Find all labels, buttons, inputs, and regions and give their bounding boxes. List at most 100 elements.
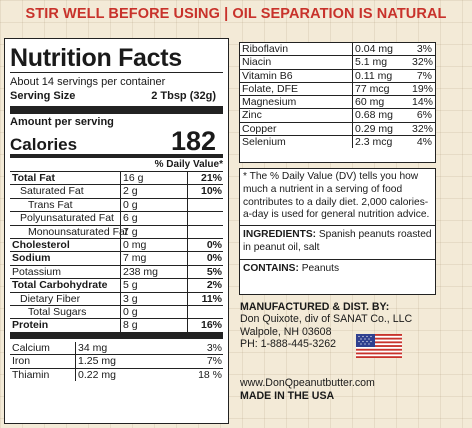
nutrient-dv: 11% bbox=[187, 292, 223, 306]
nutrient-amount: 0 g bbox=[120, 306, 157, 319]
vitamin-dv: 14% bbox=[412, 96, 434, 109]
vitamin-dv: 7% bbox=[416, 69, 432, 82]
nutrient-name: Total Carbohydrate bbox=[12, 279, 108, 292]
vitamin-dv: 3% bbox=[416, 43, 432, 55]
nutrient-dv: 16% bbox=[187, 319, 223, 332]
mineral-row: Thiamin 0.22 mg 18 % bbox=[10, 367, 223, 382]
nutrition-facts-panel: Nutrition Facts About 14 servings per co… bbox=[4, 38, 229, 424]
nutrition-facts-title: Nutrition Facts bbox=[10, 44, 182, 72]
nutrient-row: Potassium 238 mg 5% bbox=[10, 264, 223, 279]
manufacturer-info: MANUFACTURED & DIST. BY: Don Quixote, di… bbox=[240, 301, 466, 351]
vitamin-name: Selenium bbox=[242, 136, 286, 149]
nutrient-dv: 0% bbox=[187, 252, 223, 265]
nutrient-name: Dietary Fiber bbox=[20, 292, 81, 305]
vitamin-dv: 6% bbox=[416, 109, 432, 122]
nutrient-amount: 238 mg bbox=[120, 265, 158, 279]
vitamin-row: Copper 0.29 mg 32% bbox=[240, 121, 435, 136]
nutrient-row: Polyunsaturated Fat 6 g bbox=[10, 211, 223, 225]
nutrient-amount: 5 g bbox=[120, 279, 157, 292]
allergen-contains: CONTAINS: Peanuts bbox=[243, 260, 432, 276]
vitamin-amount: 0.68 mg bbox=[352, 109, 410, 122]
stir-warning-banner: STIR WELL BEFORE USING | OIL SEPARATION … bbox=[25, 6, 447, 22]
mineral-dv: 18 % bbox=[198, 368, 222, 381]
nutrient-dv: 5% bbox=[187, 265, 223, 279]
nutrient-name: Potassium bbox=[12, 265, 62, 278]
vitamin-name: Folate, DFE bbox=[242, 82, 299, 95]
website-block: www.DonQpeanutbutter.com MADE IN THE USA bbox=[240, 377, 466, 402]
mineral-dv: 7% bbox=[206, 355, 222, 368]
medium-divider bbox=[10, 154, 223, 158]
vitamin-amount: 60 mg bbox=[352, 96, 410, 109]
nutrient-row: Saturated Fat 2 g 10% bbox=[10, 184, 223, 198]
serving-size-value: 2 Tbsp (32g) bbox=[151, 90, 216, 102]
vitamin-amount: 2.3 mcg bbox=[352, 136, 410, 149]
nutrient-amount: 7 mg bbox=[120, 252, 157, 265]
calories-value: 182 bbox=[170, 126, 216, 156]
divider bbox=[240, 225, 435, 227]
vitamin-amount: 0.11 mg bbox=[352, 69, 410, 82]
vitamin-name: Vitamin B6 bbox=[242, 69, 293, 82]
nutrient-name: Trans Fat bbox=[28, 198, 73, 211]
nutrient-name: Monounsaturated Fat bbox=[28, 225, 128, 238]
vitamin-row: Vitamin B6 0.11 mg 7% bbox=[240, 68, 435, 82]
nutrient-name: Total Fat bbox=[12, 172, 55, 184]
mineral-name: Thiamin bbox=[12, 368, 50, 381]
nutrient-row: Trans Fat 0 g bbox=[10, 197, 223, 212]
nutrient-dv bbox=[187, 198, 223, 212]
nutrient-amount: 3 g bbox=[120, 292, 157, 306]
us-flag-icon bbox=[356, 334, 402, 358]
divider bbox=[10, 72, 223, 73]
nutrient-amount: 6 g bbox=[120, 212, 157, 225]
divider bbox=[240, 258, 435, 260]
nutrient-name: Cholesterol bbox=[12, 239, 70, 252]
vitamin-row: Magnesium 60 mg 14% bbox=[240, 95, 435, 109]
nutrient-row: Protein 8 g 16% bbox=[10, 318, 223, 339]
vitamin-amount: 0.04 mg bbox=[352, 43, 410, 56]
vitamin-dv: 32% bbox=[412, 56, 434, 69]
ingredients: INGREDIENTS: Spanish peanuts roasted in … bbox=[243, 226, 432, 259]
nutrient-dv bbox=[187, 225, 223, 239]
nutrient-dv bbox=[187, 306, 223, 319]
nutrient-name: Saturated Fat bbox=[20, 185, 84, 198]
website-url: www.DonQpeanutbutter.com bbox=[240, 377, 375, 389]
mineral-dv: 3% bbox=[206, 341, 222, 354]
vitamin-dv: 4% bbox=[416, 136, 432, 149]
vitamin-row: Folate, DFE 77 mcg 19% bbox=[240, 81, 435, 96]
nutrient-row: Total Sugars 0 g bbox=[10, 305, 223, 319]
contains-text: Peanuts bbox=[301, 262, 340, 274]
servings-per-container: About 14 servings per container bbox=[10, 76, 166, 88]
nutrient-row: Dietary Fiber 3 g 11% bbox=[10, 291, 223, 306]
vitamin-table: Riboflavin 0.04 mg 3% Niacin 5.1 mg 32% … bbox=[239, 42, 436, 163]
vitamin-amount: 5.1 mg bbox=[352, 56, 410, 69]
serving-size-row: Serving Size 2 Tbsp (32g) bbox=[10, 89, 223, 106]
nutrient-dv: 21% bbox=[187, 172, 223, 185]
ingredients-label: INGREDIENTS: bbox=[243, 229, 317, 241]
vitamin-amount: 77 mcg bbox=[352, 82, 410, 96]
nutrient-row: Total Carbohydrate 5 g 2% bbox=[10, 278, 223, 292]
manufacturer-heading: MANUFACTURED & DIST. BY: bbox=[240, 301, 390, 313]
nutrient-row: Monounsaturated Fat 7 g bbox=[10, 224, 223, 239]
calories-row: Calories 182 bbox=[10, 126, 223, 156]
mineral-name: Calcium bbox=[12, 341, 50, 354]
vitamin-dv: 19% bbox=[412, 82, 434, 95]
vitamin-name: Copper bbox=[242, 122, 277, 135]
nutrient-name: Polyunsaturated Fat bbox=[20, 212, 114, 225]
ingredients-text: Spanish peanuts roasted in peanut oil, s… bbox=[243, 229, 432, 253]
vitamin-row: Niacin 5.1 mg 32% bbox=[240, 55, 435, 69]
nutrient-amount: 8 g bbox=[120, 319, 157, 332]
nutrient-amount: 7 g bbox=[120, 225, 157, 239]
serving-size-label: Serving Size bbox=[10, 90, 76, 102]
made-in-usa: MADE IN THE USA bbox=[240, 389, 335, 402]
nutrient-row: Total Fat 16 g 21% bbox=[10, 171, 223, 185]
nutrient-amount: 0 mg bbox=[120, 239, 157, 252]
contains-label: CONTAINS: bbox=[243, 262, 299, 274]
mineral-amount: 1.25 mg bbox=[75, 355, 124, 368]
nutrient-dv bbox=[187, 212, 223, 225]
nutrient-dv: 2% bbox=[187, 279, 223, 292]
nutrient-amount: 2 g bbox=[120, 185, 157, 198]
vitamin-row: Zinc 0.68 mg 6% bbox=[240, 108, 435, 122]
nutrient-row: Cholesterol 0 mg 0% bbox=[10, 238, 223, 252]
daily-value-header: % Daily Value* bbox=[154, 159, 223, 170]
vitamin-amount: 0.29 mg bbox=[352, 122, 410, 136]
manufacturer-name: Don Quixote, div of SANAT Co., LLC bbox=[240, 313, 413, 326]
